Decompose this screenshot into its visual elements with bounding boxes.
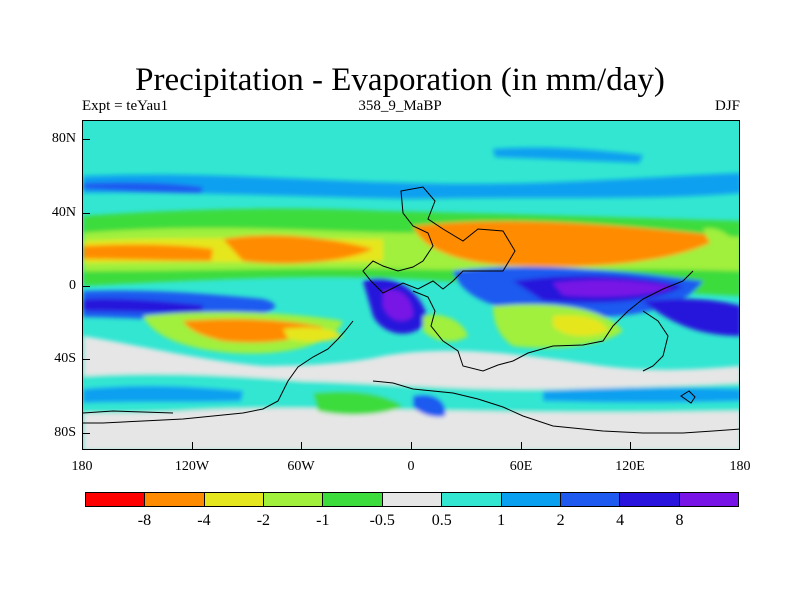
lat-tick-mark xyxy=(82,286,90,287)
colorbar-swatch xyxy=(442,493,502,506)
season-label: DJF xyxy=(714,98,740,114)
colorbar-swatch xyxy=(264,493,324,506)
lat-tick-label: 40N xyxy=(51,205,76,220)
coastline-path xyxy=(83,410,174,414)
colorbar-swatch xyxy=(323,493,383,506)
field-region xyxy=(423,314,468,342)
plot-title: Precipitation - Evaporation (in mm/day) xyxy=(135,62,665,98)
colorbar-swatch xyxy=(86,493,146,506)
field-region xyxy=(223,235,373,264)
lon-tick-label: 180 xyxy=(729,459,751,474)
field-region xyxy=(283,327,343,342)
field-region xyxy=(553,315,608,336)
field-region xyxy=(553,280,673,297)
lon-tick-mark xyxy=(301,442,302,450)
coastline-path xyxy=(642,310,669,372)
lon-tick-label: 60W xyxy=(287,459,315,474)
colorbar-swatch xyxy=(145,493,205,506)
field-region xyxy=(83,182,203,193)
field-region xyxy=(703,228,739,261)
colorbar-label: 0.5 xyxy=(431,512,452,529)
colorbar-swatch xyxy=(620,493,680,506)
field-region xyxy=(383,290,413,321)
colorbar-swatch xyxy=(501,493,561,506)
lat-tick-label: 0 xyxy=(69,278,76,293)
field-region xyxy=(83,385,243,403)
lon-tick-mark xyxy=(192,442,193,450)
coastline-path xyxy=(362,186,516,294)
lat-tick-mark xyxy=(82,359,90,360)
lat-tick-mark xyxy=(82,433,90,434)
colorbar-swatch xyxy=(204,493,265,506)
coastline-path xyxy=(412,270,694,372)
lon-tick-mark xyxy=(630,442,631,450)
lon-tick-label: 120W xyxy=(174,459,210,474)
field-region xyxy=(83,419,739,449)
lon-tick-label: 0 xyxy=(407,459,415,474)
field-region xyxy=(543,387,739,403)
field-region xyxy=(83,244,213,261)
lon-tick-label: 120E xyxy=(615,459,645,474)
field-region xyxy=(83,373,739,413)
coastlines xyxy=(83,186,739,434)
map-plot xyxy=(82,120,740,450)
field-region xyxy=(83,173,739,199)
lon-tick-label: 60E xyxy=(509,459,533,474)
field-region xyxy=(493,147,643,163)
coastline-path xyxy=(83,320,354,424)
lat-tick-mark xyxy=(82,139,90,140)
colorbar-label: 4 xyxy=(616,512,625,529)
colorbar-label: -8 xyxy=(137,512,152,529)
map-field xyxy=(83,121,739,449)
lat-tick-label: 80N xyxy=(51,131,76,146)
field-region xyxy=(413,221,723,267)
coastline-path xyxy=(372,380,739,434)
colorbar-label: -1 xyxy=(316,512,330,529)
colorbar-label: 8 xyxy=(675,512,684,529)
colorbar-label: -0.5 xyxy=(369,512,395,529)
colorbar xyxy=(85,492,739,507)
lat-tick-label: 40S xyxy=(54,351,76,366)
experiment-label: Expt = teYau1 xyxy=(82,98,169,114)
lon-tick-mark xyxy=(411,442,412,450)
colorbar-swatch xyxy=(382,493,443,506)
field-region xyxy=(643,298,739,336)
time-label: 358_9_MaBP xyxy=(358,98,442,114)
field-region xyxy=(83,298,203,313)
lon-tick-label: 180 xyxy=(71,459,93,474)
colorbar-swatch xyxy=(560,493,621,506)
colorbar-label: -2 xyxy=(256,512,271,529)
coastline-path xyxy=(680,390,696,404)
colorbar-label: -4 xyxy=(197,512,211,529)
field-region xyxy=(313,391,403,415)
colorbar-label: 1 xyxy=(497,512,506,529)
lat-tick-mark xyxy=(82,213,90,214)
colorbar-swatch xyxy=(679,493,738,506)
lat-tick-label: 80S xyxy=(54,425,76,440)
lon-tick-mark xyxy=(521,442,522,450)
colorbar-label: 2 xyxy=(556,512,565,529)
field-region xyxy=(413,394,446,417)
